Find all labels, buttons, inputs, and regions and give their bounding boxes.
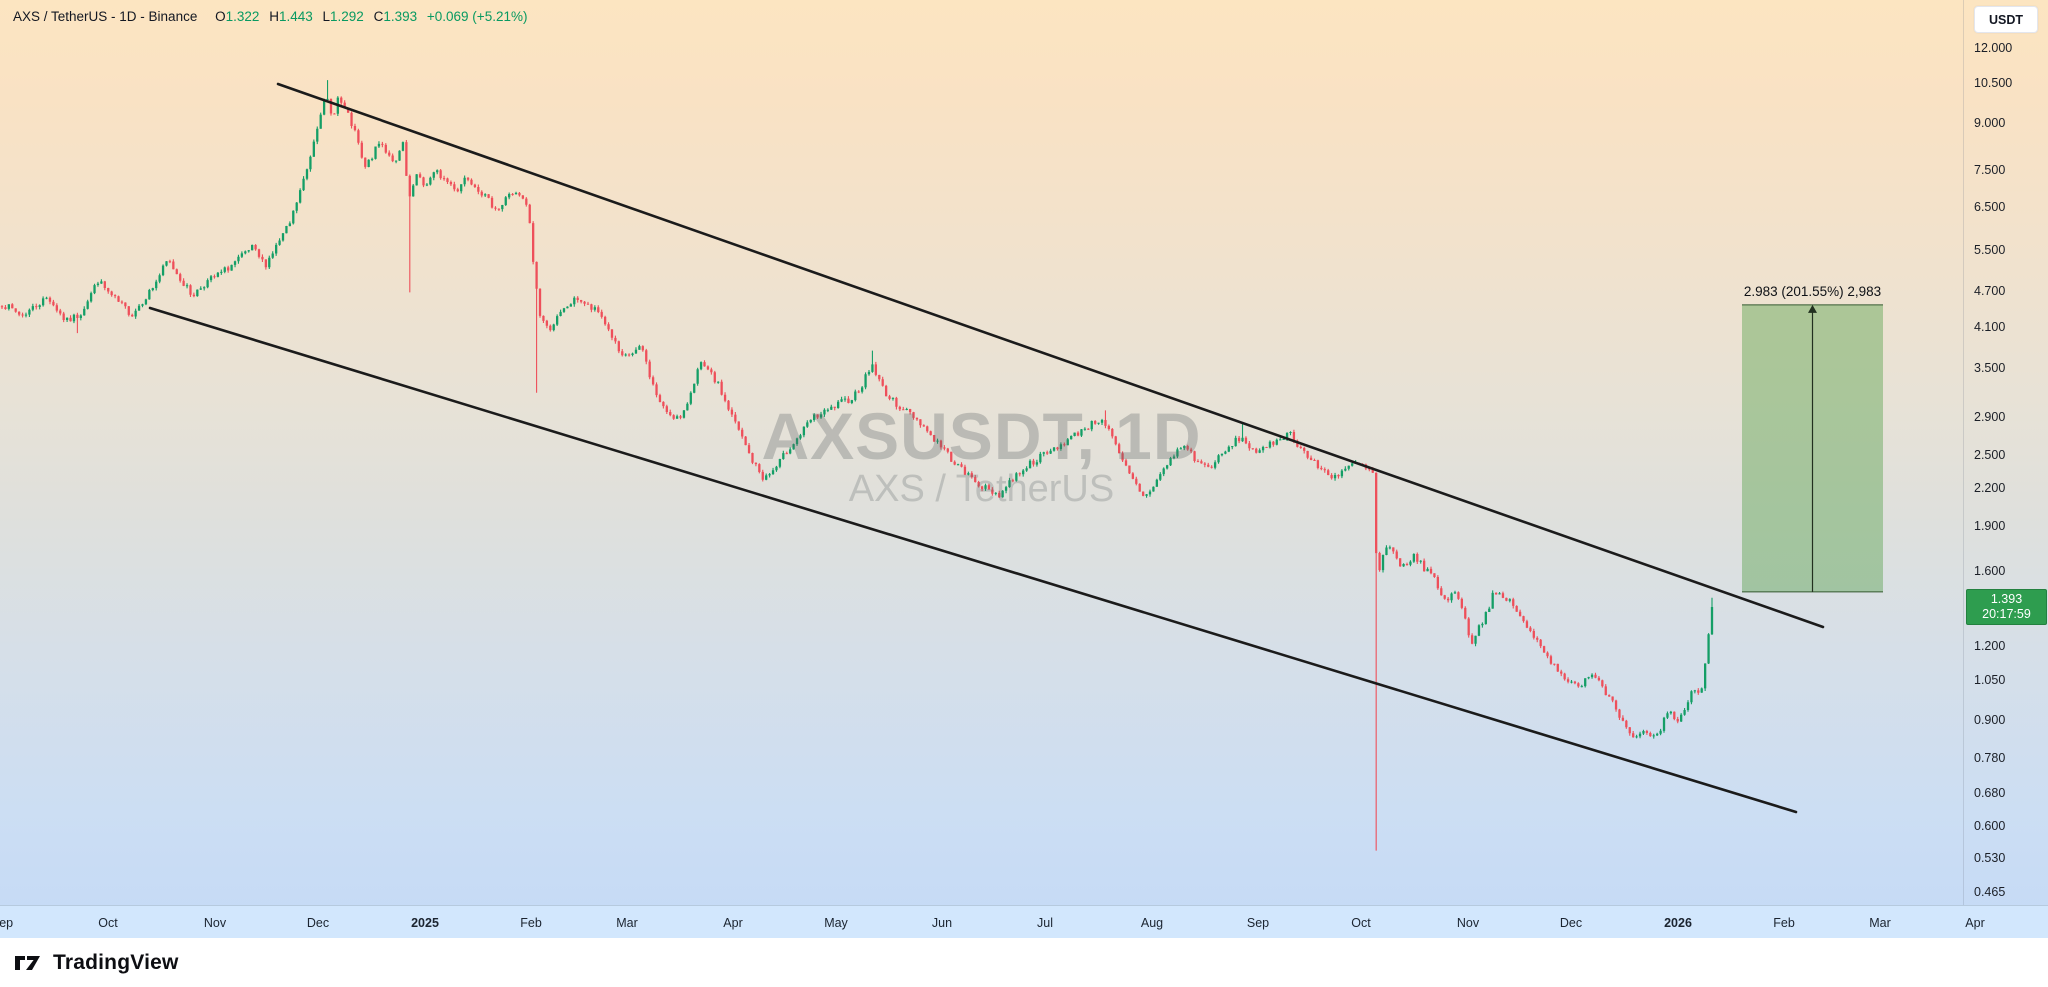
currency-toggle-button[interactable]: USDT: [1974, 6, 2038, 33]
price-label: 2.500: [1974, 448, 2006, 463]
time-label: Dec: [1559, 915, 1583, 930]
price-label: 10.500: [1974, 75, 2013, 90]
open-label: O: [215, 9, 226, 24]
chart-canvas[interactable]: [0, 0, 1963, 905]
last-price-badge: 1.393 20:17:59: [1966, 588, 2047, 625]
time-label: 2026: [1664, 915, 1692, 930]
price-label: 6.500: [1974, 200, 2006, 215]
channel-trendlines[interactable]: [148, 82, 1825, 814]
time-label: Feb: [1773, 915, 1795, 930]
price-label: 2.200: [1974, 481, 2006, 496]
last-price-value: 1.393: [1990, 591, 2023, 606]
time-label: 2025: [411, 915, 439, 930]
high-value: 1.443: [278, 9, 313, 24]
low-label: L: [322, 9, 331, 24]
price-label: 0.900: [1974, 713, 2006, 728]
time-label: May: [824, 915, 848, 930]
time-label: Feb: [520, 915, 542, 930]
time-label: Apr: [723, 915, 743, 930]
price-label: 3.500: [1974, 360, 2006, 375]
price-label: 1.200: [1974, 638, 2006, 653]
price-label: 4.100: [1974, 319, 2006, 334]
symbol-legend[interactable]: AXS / TetherUS - 1D - Binance O1.322 H1.…: [13, 9, 527, 24]
price-label: 9.000: [1974, 115, 2006, 130]
time-label: Jun: [931, 915, 953, 930]
price-label: 12.000: [1974, 40, 2013, 55]
time-label: Mar: [1869, 915, 1891, 930]
price-label: 5.500: [1974, 243, 2006, 258]
close-label: C: [373, 9, 384, 24]
price-label: 4.700: [1974, 284, 2006, 299]
down-candle-bodies: [0, 97, 1700, 738]
time-label: Sep: [1246, 915, 1270, 930]
open-value: 1.322: [225, 9, 260, 24]
time-label: Apr: [1965, 915, 1985, 930]
price-range-label: 2.983 (201.55%) 2,983: [1743, 283, 1882, 299]
time-label: Dec: [306, 915, 330, 930]
price-label: 0.600: [1974, 818, 2006, 833]
price-label: 0.780: [1974, 750, 2006, 765]
time-label: Nov: [203, 915, 227, 930]
bar-countdown: 20:17:59: [1982, 606, 2031, 621]
time-label: Mar: [616, 915, 638, 930]
price-range-tool[interactable]: [1742, 304, 1883, 593]
price-scale[interactable]: USDT 1.393 20:17:59 12.000 10.500 9.000 7.5…: [1963, 0, 2048, 905]
tradingview-logo-icon: [15, 955, 40, 970]
time-label: Aug: [1140, 915, 1164, 930]
time-label: Nov: [1456, 915, 1480, 930]
time-scale[interactable]: Sep Oct Nov Dec 2025 Feb Mar Apr May Jun Jul Aug Sep…: [0, 905, 2048, 939]
price-label: 1.600: [1974, 563, 2006, 578]
up-candle-bodies: [7, 97, 1714, 738]
price-label: 0.530: [1974, 850, 2006, 865]
symbol-title[interactable]: AXS / TetherUS - 1D - Binance: [13, 9, 198, 24]
price-label: 1.900: [1974, 519, 2006, 534]
price-label: 7.500: [1974, 162, 2006, 177]
change-value: +0.069 (+5.21%): [426, 9, 528, 24]
price-label: 1.050: [1974, 673, 2006, 688]
price-label: 0.465: [1974, 884, 2006, 899]
lower_trendline[interactable]: [148, 306, 1798, 814]
time-label: Oct: [1351, 915, 1371, 930]
time-label: Sep: [0, 915, 14, 930]
high-label: H: [269, 9, 279, 24]
price-label: 0.680: [1974, 786, 2006, 801]
footer-bar: TradingView: [0, 938, 2048, 987]
close-value: 1.393: [383, 9, 418, 24]
tradingview-logo-text: TradingView: [53, 950, 179, 974]
time-label: Oct: [98, 915, 118, 930]
up-candle-wicks: [8, 80, 1713, 739]
down-candle-wicks: [1, 96, 1699, 851]
tradingview-logo[interactable]: TradingView: [14, 951, 179, 975]
time-label: Jul: [1037, 915, 1053, 930]
price-label: 2.900: [1974, 409, 2006, 424]
candlestick-series: [0, 80, 1714, 851]
upper_trendline[interactable]: [276, 82, 1825, 629]
low-value: 1.292: [330, 9, 364, 24]
